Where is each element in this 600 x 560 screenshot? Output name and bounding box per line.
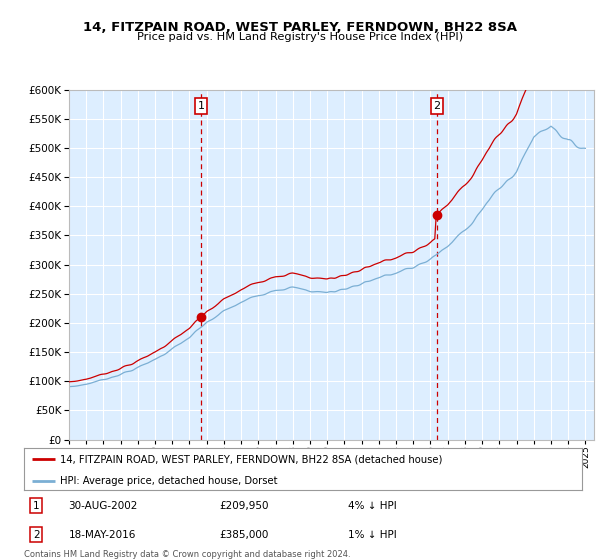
Text: 1: 1 <box>197 101 205 111</box>
Text: £209,950: £209,950 <box>220 501 269 511</box>
Text: HPI: Average price, detached house, Dorset: HPI: Average price, detached house, Dors… <box>60 476 278 486</box>
Text: Contains HM Land Registry data © Crown copyright and database right 2024.
This d: Contains HM Land Registry data © Crown c… <box>24 550 350 560</box>
Text: 1% ↓ HPI: 1% ↓ HPI <box>347 530 397 540</box>
Text: 2: 2 <box>33 530 40 540</box>
Text: 14, FITZPAIN ROAD, WEST PARLEY, FERNDOWN, BH22 8SA (detached house): 14, FITZPAIN ROAD, WEST PARLEY, FERNDOWN… <box>60 454 443 464</box>
Text: Price paid vs. HM Land Registry's House Price Index (HPI): Price paid vs. HM Land Registry's House … <box>137 32 463 43</box>
Text: 14, FITZPAIN ROAD, WEST PARLEY, FERNDOWN, BH22 8SA: 14, FITZPAIN ROAD, WEST PARLEY, FERNDOWN… <box>83 21 517 34</box>
Text: 1: 1 <box>33 501 40 511</box>
Text: 30-AUG-2002: 30-AUG-2002 <box>68 501 138 511</box>
Text: 18-MAY-2016: 18-MAY-2016 <box>68 530 136 540</box>
Text: £385,000: £385,000 <box>220 530 269 540</box>
Text: 4% ↓ HPI: 4% ↓ HPI <box>347 501 397 511</box>
Text: 2: 2 <box>433 101 440 111</box>
